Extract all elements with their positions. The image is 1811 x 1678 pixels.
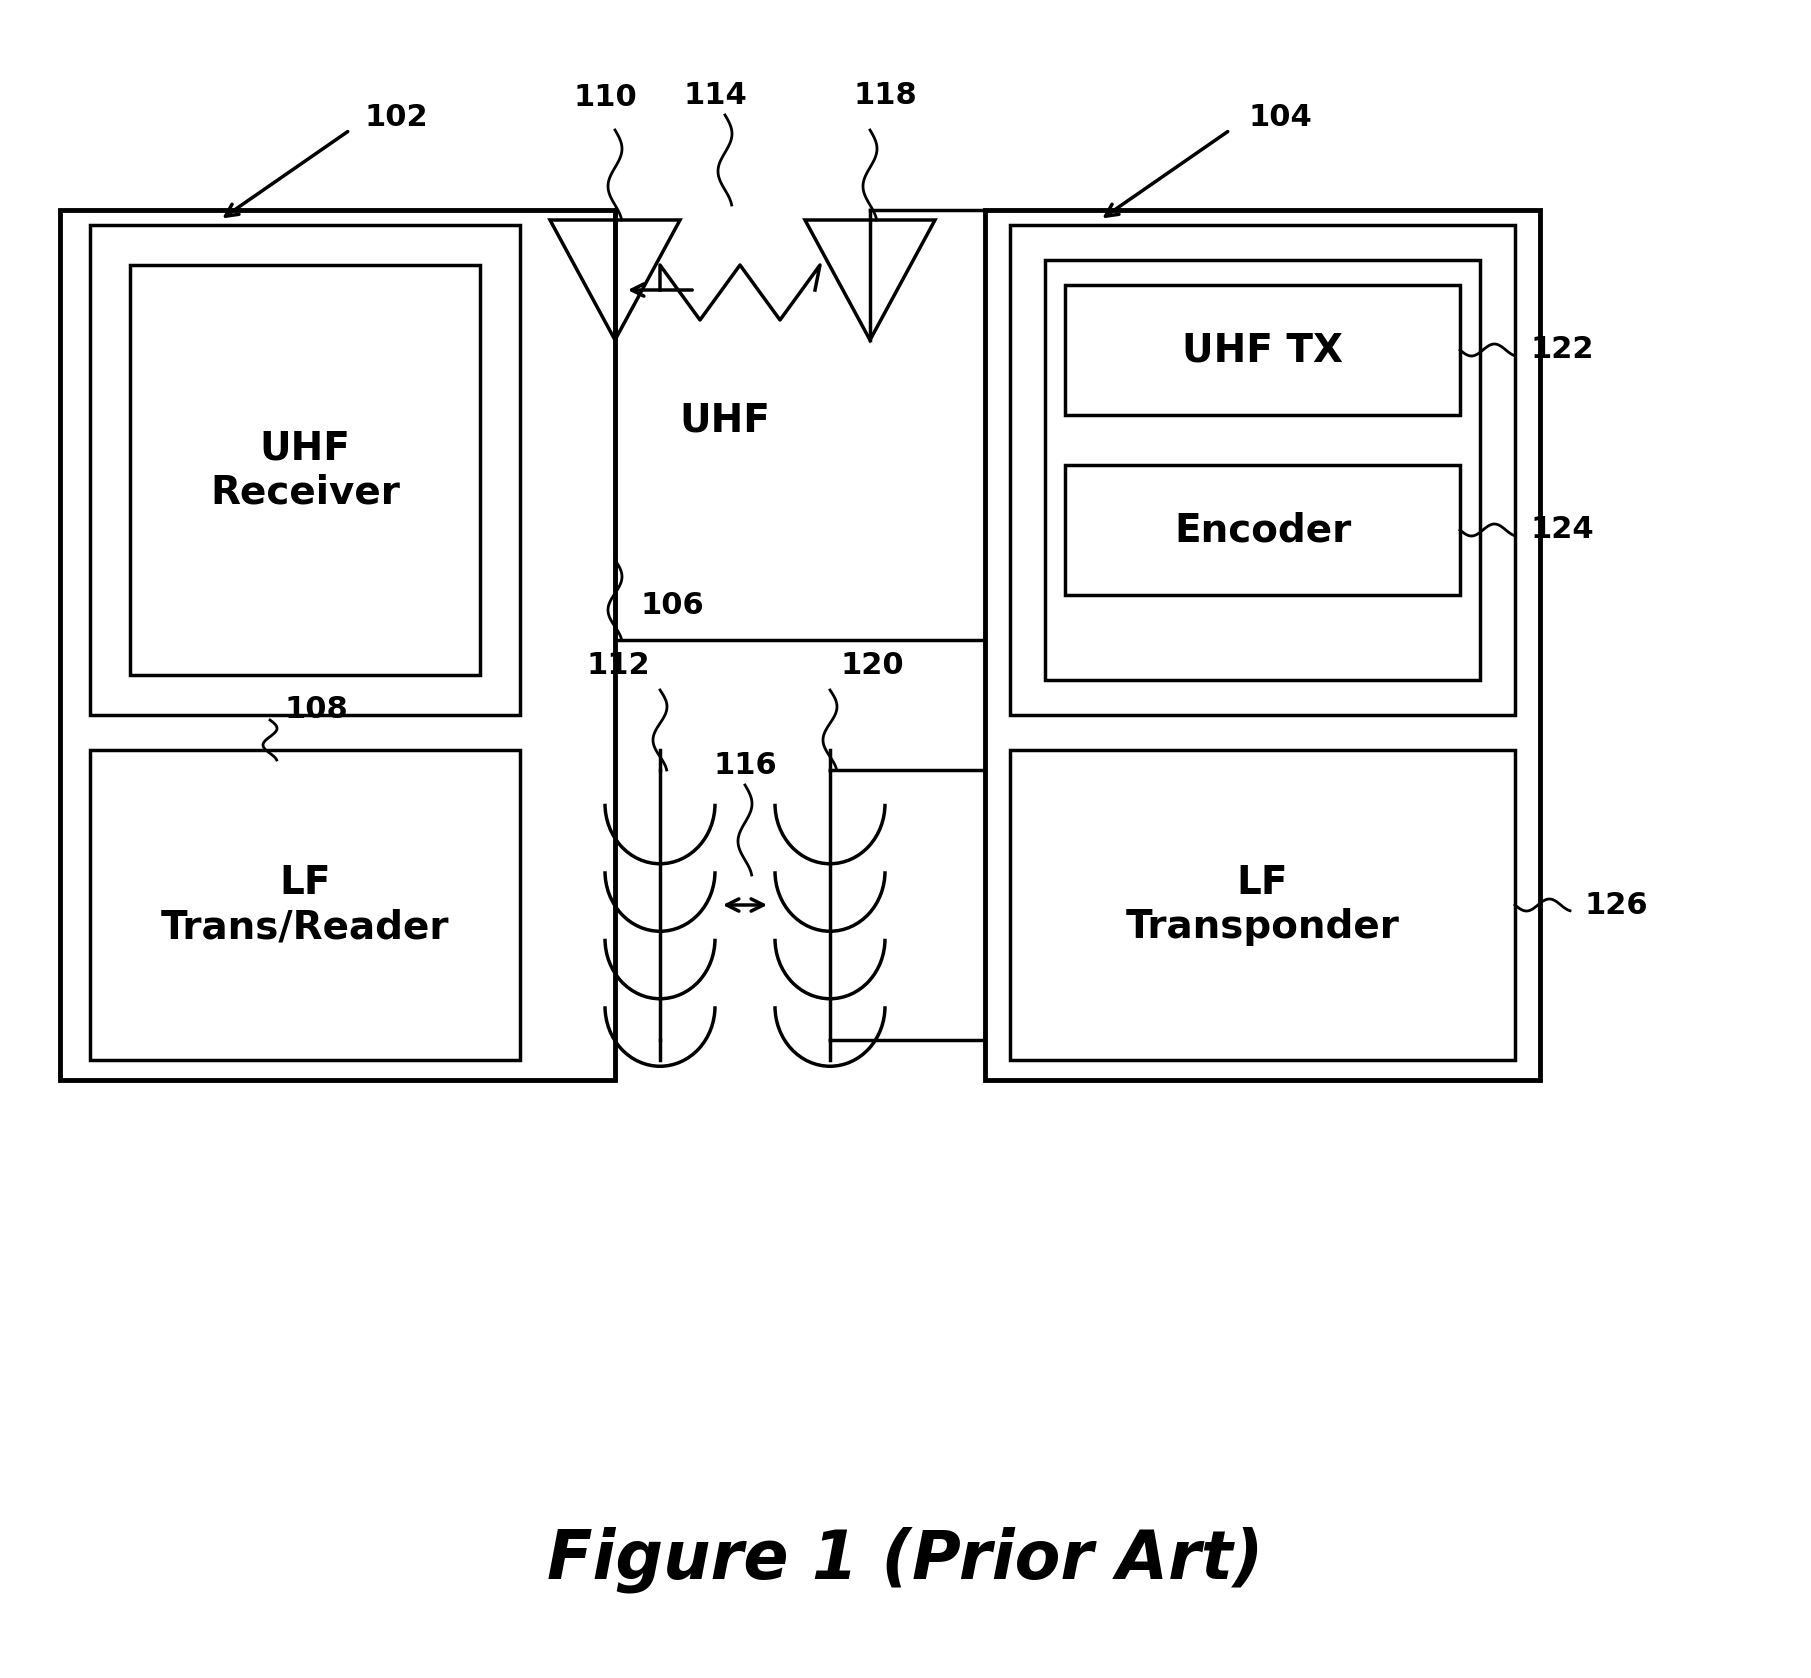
Text: UHF: UHF (679, 401, 770, 440)
Bar (91, 750, 520, 1060)
Text: 120: 120 (840, 651, 904, 680)
Bar (1065, 285, 1460, 414)
Text: 126: 126 (1585, 891, 1648, 920)
Text: 102: 102 (366, 104, 429, 133)
Bar (1045, 260, 1480, 680)
Bar (1011, 750, 1516, 1060)
Text: UHF
Receiver: UHF Receiver (210, 430, 400, 512)
Bar (91, 225, 520, 715)
Text: 112: 112 (587, 651, 650, 680)
Bar (130, 265, 480, 675)
Bar (1011, 225, 1516, 715)
Text: Figure 1 (Prior Art): Figure 1 (Prior Art) (547, 1527, 1264, 1592)
Text: 122: 122 (1530, 336, 1594, 364)
Text: 114: 114 (683, 81, 746, 109)
Text: LF
Trans/Reader: LF Trans/Reader (161, 864, 449, 946)
Text: Encoder: Encoder (1174, 512, 1351, 549)
Text: LF
Transponder: LF Transponder (1126, 864, 1400, 946)
Bar (1065, 465, 1460, 596)
Text: 118: 118 (853, 81, 916, 109)
Bar (985, 210, 1539, 1081)
Text: 116: 116 (714, 750, 777, 780)
Text: 124: 124 (1530, 515, 1594, 544)
Bar (60, 210, 616, 1081)
Text: 110: 110 (572, 84, 637, 112)
Text: UHF TX: UHF TX (1183, 331, 1344, 369)
Text: 106: 106 (639, 591, 704, 619)
Text: 108: 108 (284, 695, 350, 725)
Text: 104: 104 (1248, 104, 1311, 133)
